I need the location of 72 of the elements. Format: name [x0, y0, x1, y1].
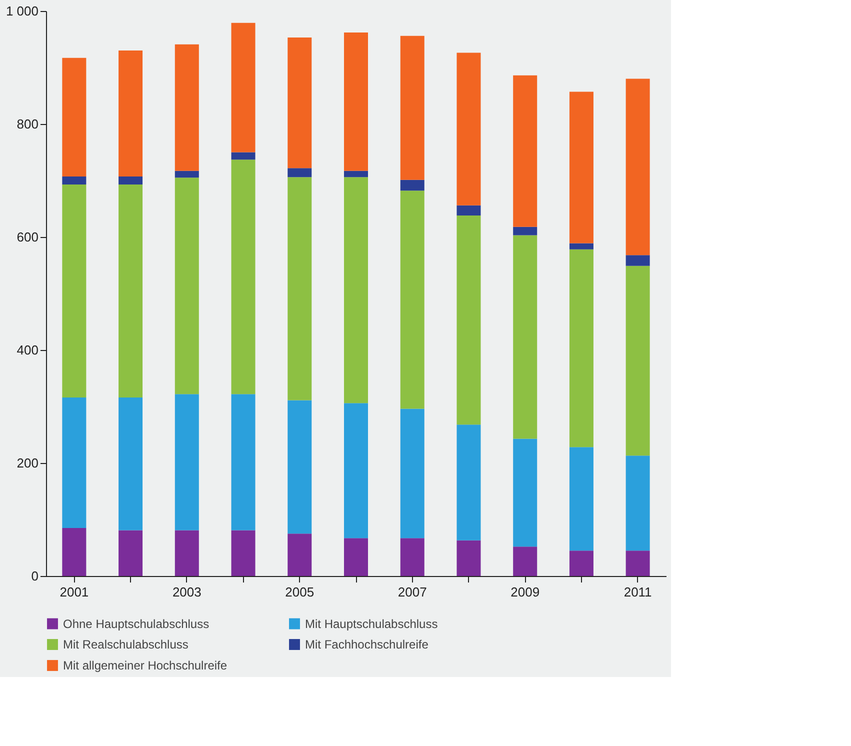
- bar: [513, 546, 538, 576]
- legend-label: Mit allgemeiner Hochschulreife: [63, 658, 228, 672]
- bar: [456, 216, 481, 425]
- bar: [569, 447, 594, 551]
- bar: [62, 176, 86, 184]
- bar: [174, 530, 199, 576]
- y-tick-label: 1 000: [6, 4, 38, 18]
- x-tick-label: 2007: [398, 584, 427, 600]
- x-tick-label: 2003: [172, 584, 202, 600]
- bar: [174, 170, 199, 178]
- y-tick-label: 400: [16, 342, 38, 358]
- bar: [569, 92, 594, 244]
- bar: [569, 243, 594, 250]
- bar: [118, 530, 143, 576]
- bar: [118, 184, 143, 398]
- bar: [118, 176, 143, 184]
- legend-label: Mit Hauptschulabschluss: [305, 616, 438, 631]
- x-tick-label: 2001: [60, 584, 89, 600]
- bar: [174, 178, 199, 394]
- legend-label: Mit Fachhochschulreife: [305, 638, 429, 652]
- bar: [626, 456, 650, 551]
- bar: [344, 177, 368, 404]
- bar: [231, 152, 256, 160]
- bar: [344, 403, 368, 538]
- bar: [400, 190, 424, 409]
- bar: [626, 550, 650, 576]
- x-tick-label: 2009: [510, 584, 540, 600]
- bar: [400, 538, 424, 576]
- y-tick-label: 200: [16, 456, 38, 470]
- bar: [344, 32, 368, 171]
- bar: [513, 438, 538, 547]
- bar: [62, 528, 86, 576]
- bar: [288, 38, 312, 168]
- bar: [118, 50, 143, 177]
- bar: [288, 400, 312, 534]
- bar: [513, 226, 538, 236]
- bar: [344, 170, 368, 178]
- legend-label: Mit Realschulabschluss: [63, 638, 188, 652]
- bar: [626, 255, 650, 266]
- bar: [456, 424, 481, 540]
- bar: [456, 52, 481, 206]
- x-tick-label: 2005: [285, 584, 314, 600]
- bar: [231, 22, 256, 152]
- bar: [513, 75, 538, 227]
- bar: [288, 168, 312, 178]
- bar: [62, 397, 86, 528]
- bar: [400, 180, 424, 191]
- bar: [231, 530, 256, 576]
- y-tick-label: 0: [31, 568, 38, 584]
- bar: [400, 408, 424, 538]
- bar: [231, 394, 256, 530]
- bar: [118, 397, 143, 530]
- bar: [456, 540, 481, 576]
- bar: [569, 249, 594, 448]
- bar: [456, 205, 481, 216]
- bar: [400, 36, 424, 180]
- bar: [569, 550, 594, 576]
- bar: [344, 538, 368, 576]
- bar: [174, 394, 199, 530]
- bar: [62, 58, 86, 177]
- bar: [288, 534, 312, 576]
- legend-label: Ohne Hauptschulabschluss: [63, 616, 210, 631]
- bar: [626, 78, 650, 256]
- bar: [174, 44, 199, 171]
- bar: [231, 160, 256, 394]
- y-tick-label: 800: [16, 116, 38, 132]
- bar: [513, 235, 538, 439]
- bar: [62, 184, 86, 398]
- bar: [626, 266, 650, 456]
- y-tick-label: 600: [16, 230, 38, 244]
- bar: [288, 177, 312, 400]
- x-tick-label: 2011: [624, 584, 652, 600]
